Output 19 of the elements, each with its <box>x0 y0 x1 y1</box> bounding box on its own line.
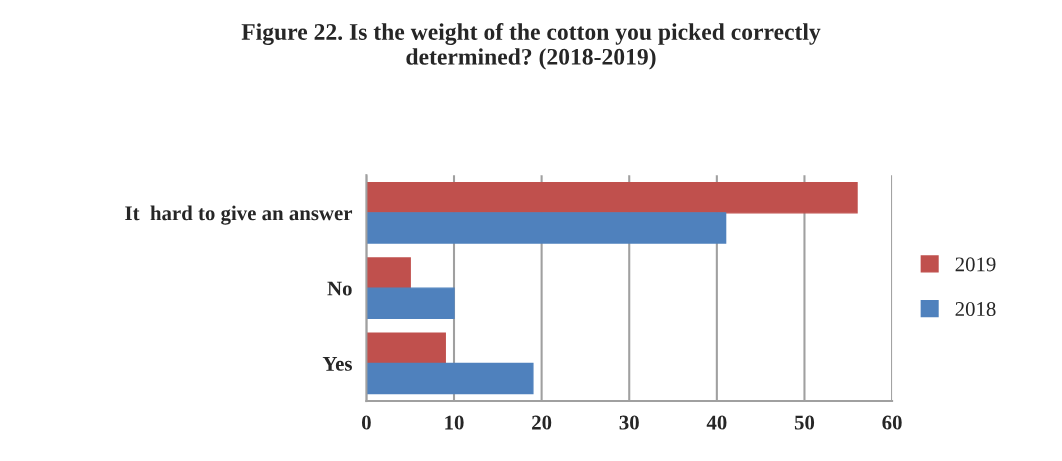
bar <box>366 332 446 365</box>
x-tick-label: 10 <box>445 415 464 430</box>
x-tick-label: 30 <box>619 415 639 430</box>
bar <box>366 212 727 244</box>
y-tick-label: No <box>327 281 352 296</box>
bar <box>366 257 411 289</box>
x-tick-label: 50 <box>794 415 815 430</box>
y-tick-label: It hard to give an answer <box>125 205 353 225</box>
y-tick-label: Yes <box>322 357 352 371</box>
legend-label: 2018 <box>955 301 996 317</box>
chart-title: Figure 22. Is the weight of the cotton you picked correctly determined? (2018-2019) <box>241 23 821 70</box>
x-tick-label: 20 <box>532 415 552 430</box>
x-tick-label: 60 <box>882 415 902 430</box>
x-tick-label: 40 <box>706 415 727 430</box>
bar <box>366 182 858 214</box>
bar <box>366 287 455 319</box>
legend-label: 2019 <box>955 257 996 272</box>
bar <box>366 362 534 395</box>
x-tick-label: 0 <box>361 415 371 430</box>
